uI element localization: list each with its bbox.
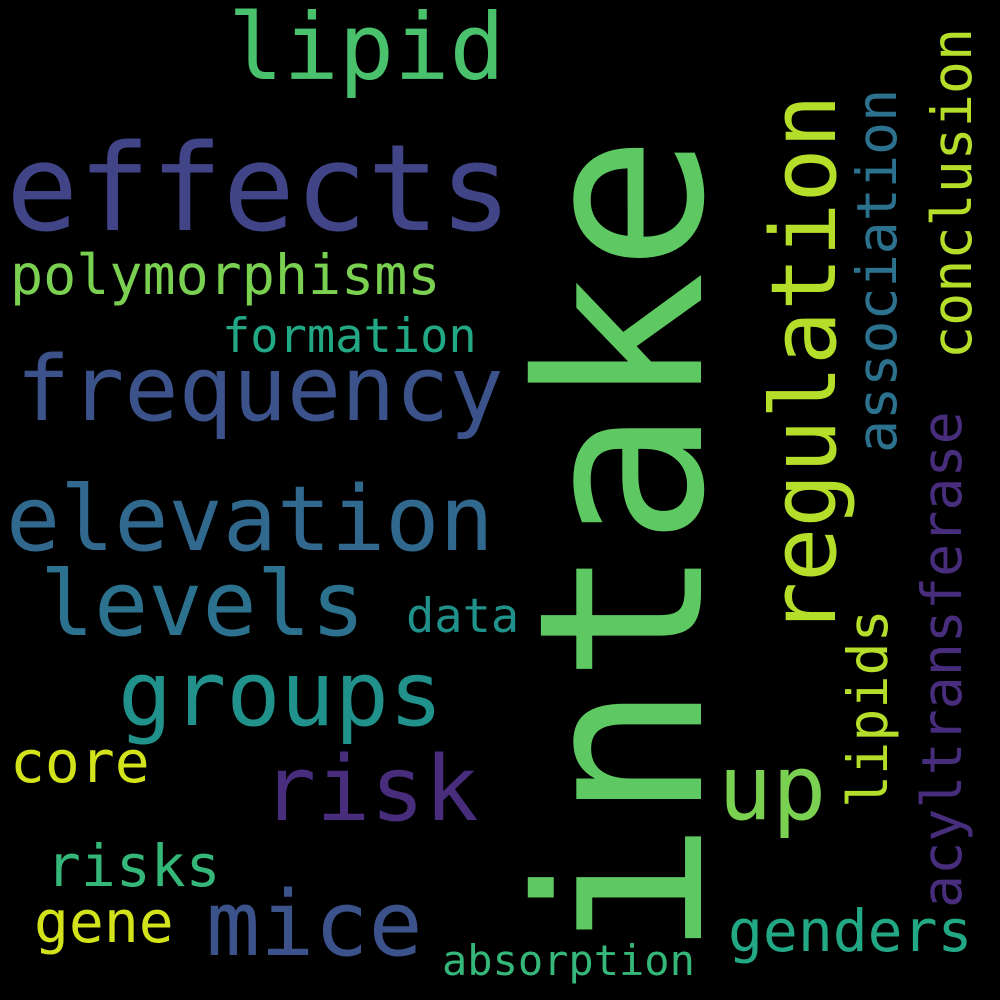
word-data: data [406, 589, 520, 644]
word-genders: genders [728, 897, 973, 965]
word-lipids: lipids [836, 609, 900, 808]
word-risks: risks [46, 832, 221, 900]
word-core: core [10, 728, 150, 796]
word-formation: formation [222, 309, 477, 364]
word-acyltransferase: acyltransferase [910, 411, 974, 908]
word-absorption: absorption [442, 936, 695, 985]
word-regulation: regulation [752, 94, 857, 636]
word-conclusion: conclusion [920, 27, 984, 359]
word-levels: levels [40, 552, 366, 657]
word-gene: gene [34, 888, 174, 956]
word-intake: intake [489, 134, 755, 958]
word-elevation: elevation [6, 467, 494, 572]
word-association: association [845, 88, 909, 453]
word-risk: risk [262, 737, 479, 842]
word-effects: effects [6, 120, 512, 259]
word-groups: groups [118, 642, 444, 747]
word-mice: mice [206, 872, 423, 977]
word-up: up [718, 736, 827, 841]
word-lipid: lipid [228, 0, 505, 101]
word-frequency: frequency [16, 337, 504, 442]
word-polymorphisms: polymorphisms [10, 243, 441, 307]
